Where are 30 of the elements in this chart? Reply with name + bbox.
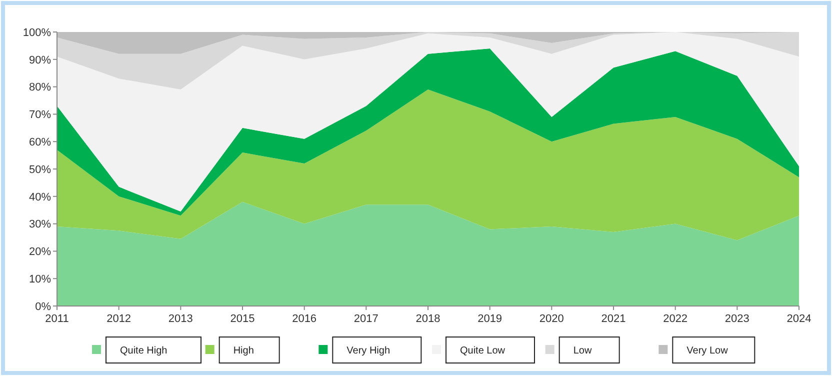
- legend-label: Very High: [346, 346, 390, 356]
- legend-label: High: [233, 346, 254, 356]
- y-tick-label: 100%: [22, 26, 52, 39]
- y-tick-label: 20%: [28, 246, 52, 258]
- y-tick-label: 40%: [28, 191, 52, 204]
- x-tick-label: 2015: [230, 313, 255, 325]
- x-tick-label: 2016: [292, 313, 317, 325]
- legend-label: Quite High: [120, 346, 168, 356]
- y-tick-label: 80%: [28, 82, 52, 94]
- x-tick-label: 2017: [354, 313, 378, 325]
- x-tick-label: 2020: [539, 313, 564, 325]
- x-tick-label: 2024: [786, 313, 812, 325]
- legend-label: Low: [573, 346, 592, 356]
- x-tick-label: 2012: [106, 313, 132, 325]
- y-tick-label: 90%: [28, 54, 52, 66]
- x-tick-label: 2019: [478, 313, 502, 325]
- y-tick-label: 70%: [28, 109, 52, 122]
- x-tick-label: 2011: [45, 313, 69, 325]
- y-tick-label: 50%: [28, 164, 52, 176]
- x-tick-label: 2021: [601, 313, 626, 325]
- y-tick-label: 60%: [28, 136, 52, 148]
- x-tick-label: 2022: [663, 313, 688, 325]
- y-tick-label: 30%: [28, 218, 52, 231]
- x-tick-label: 2013: [168, 313, 193, 325]
- x-tick-label: 2023: [724, 313, 750, 325]
- y-tick-label: 0%: [35, 300, 52, 313]
- x-tick-label: 2018: [416, 313, 440, 325]
- y-tick-label: 10%: [28, 273, 52, 286]
- legend-label: Quite Low: [460, 346, 506, 356]
- legend-label: Very Low: [686, 346, 729, 356]
